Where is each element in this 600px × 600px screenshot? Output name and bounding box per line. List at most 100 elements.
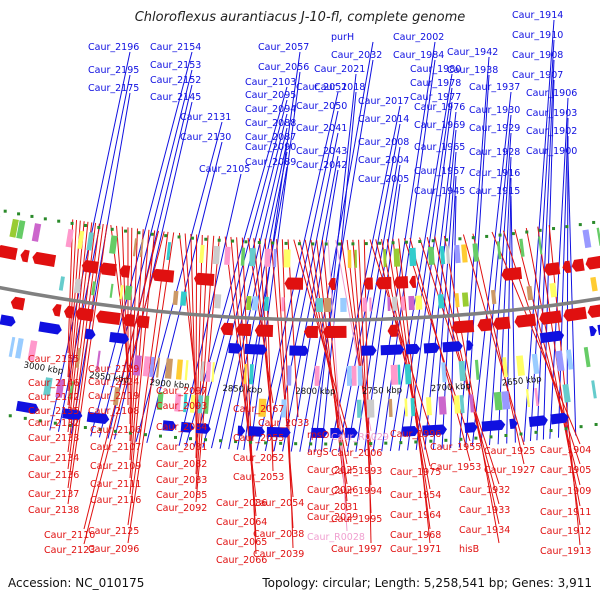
cog-block: [281, 297, 285, 312]
gene-label: Caur_2033: [258, 418, 309, 429]
cog-block: [437, 294, 445, 309]
gene-label: Caur_2006: [331, 448, 382, 459]
gene-arrow: [109, 331, 130, 344]
cog-block: [199, 244, 205, 264]
forward-genes-outer: [15, 400, 569, 438]
tick-dot: [217, 238, 221, 242]
cog-block: [369, 297, 372, 312]
label-leader: [190, 234, 197, 422]
cog-block: [501, 391, 511, 410]
label-leader: [491, 231, 581, 445]
gene-label: Caur_2052: [233, 453, 284, 464]
cog-block: [86, 232, 94, 251]
tick-dot: [309, 442, 313, 446]
gene-label: Caur_2129: [88, 364, 139, 375]
cog-block: [354, 249, 358, 268]
gene-arrow: [254, 324, 274, 338]
label-leader: [98, 69, 193, 438]
label-leader: [471, 91, 512, 447]
gene-arrow: [587, 304, 600, 318]
cog-block: [397, 364, 401, 385]
tick-dot: [498, 233, 502, 237]
cog-block: [490, 289, 497, 305]
gene-arrow: [193, 272, 215, 286]
cog-block: [43, 377, 53, 397]
gene-label: Caur_2136: [28, 470, 79, 481]
gene-label: Caur_1968: [390, 530, 441, 541]
gene-arrow: [228, 343, 243, 354]
gene-arrow: [539, 330, 565, 344]
gene-label: Caur_2085: [156, 490, 207, 501]
tick-dot: [294, 442, 298, 446]
cog-block: [408, 295, 415, 311]
label-leader: [67, 220, 78, 378]
tick-dot: [565, 225, 569, 229]
label-leader: [129, 229, 150, 479]
label-leader: [116, 225, 129, 377]
cog-block: [459, 395, 465, 414]
cog-track-outer: [43, 377, 597, 418]
reverse-genes: [10, 296, 600, 338]
gene-arrow: [493, 316, 511, 330]
label-leader: [202, 113, 288, 448]
cog-block: [415, 295, 423, 310]
gene-label: Caur_2026: [307, 485, 358, 496]
gene-label: Caur_2008: [358, 137, 409, 148]
label-leader: [287, 239, 299, 418]
reverse-genes-inner: [0, 244, 600, 290]
tick-dot: [369, 442, 373, 446]
tick-dot: [378, 241, 382, 245]
gene-label: Caur_1953: [430, 462, 481, 473]
tick-dot: [471, 236, 475, 240]
kbp-tick-label: 2800 kbp: [295, 387, 335, 397]
cog-block: [55, 379, 65, 398]
gene-label: Caur_2123: [44, 545, 95, 556]
tick-dot: [279, 441, 283, 445]
gene-arrow: [322, 325, 347, 338]
kbp-tick-label: 2850 kbp: [222, 384, 263, 396]
cog-block: [357, 365, 363, 386]
gene-label: Caur_2029: [307, 512, 358, 523]
cog-block: [252, 296, 259, 311]
outer-dots: [8, 414, 598, 446]
tick-dot: [384, 441, 388, 445]
tick-dot: [30, 214, 34, 218]
gene-label: Caur_1977: [410, 92, 461, 103]
cog-block: [591, 380, 597, 399]
tick-dot: [17, 212, 21, 216]
cog-block: [164, 358, 173, 379]
gene-label: Caur_1964: [390, 510, 441, 521]
gene-arrow: [422, 424, 447, 436]
tick-dot: [459, 437, 463, 441]
gene-label: Caur_1933: [459, 505, 510, 516]
label-leader: [107, 84, 193, 439]
gene-label: Caur_1909: [540, 486, 591, 497]
gene-label: Caur_1900: [526, 146, 577, 157]
label-leader: [480, 114, 512, 446]
gene-label: Caur_1907: [512, 70, 563, 81]
label-leader: [320, 91, 357, 453]
gene-label: Caur_1994: [331, 486, 382, 497]
cog-block: [139, 239, 144, 258]
gene-arrow: [20, 249, 30, 263]
cog-block: [149, 356, 155, 378]
gene-label: Caur_1965: [414, 142, 465, 153]
tick-dot: [458, 237, 462, 241]
gene-arrow: [571, 258, 585, 272]
gene-label: Caur_2196: [88, 42, 139, 53]
cog-block: [582, 229, 592, 249]
gene-label: Caur_R0029: [331, 432, 389, 443]
cog-block: [461, 244, 468, 263]
gene-label: Caur_1904: [540, 445, 591, 456]
gene-label: Caur_2138: [28, 505, 79, 516]
gene-arrow: [393, 276, 409, 289]
gene-arrow: [423, 342, 440, 354]
cog-block: [404, 364, 412, 385]
cog-block: [461, 292, 469, 307]
label-leader: [83, 231, 165, 545]
kbp-tick-label: 2650 kbp: [501, 374, 542, 388]
gene-label: Caur_2087: [245, 132, 296, 143]
gene-arrow: [64, 305, 75, 319]
gene-arrow: [363, 277, 373, 290]
cog-block: [314, 365, 320, 386]
